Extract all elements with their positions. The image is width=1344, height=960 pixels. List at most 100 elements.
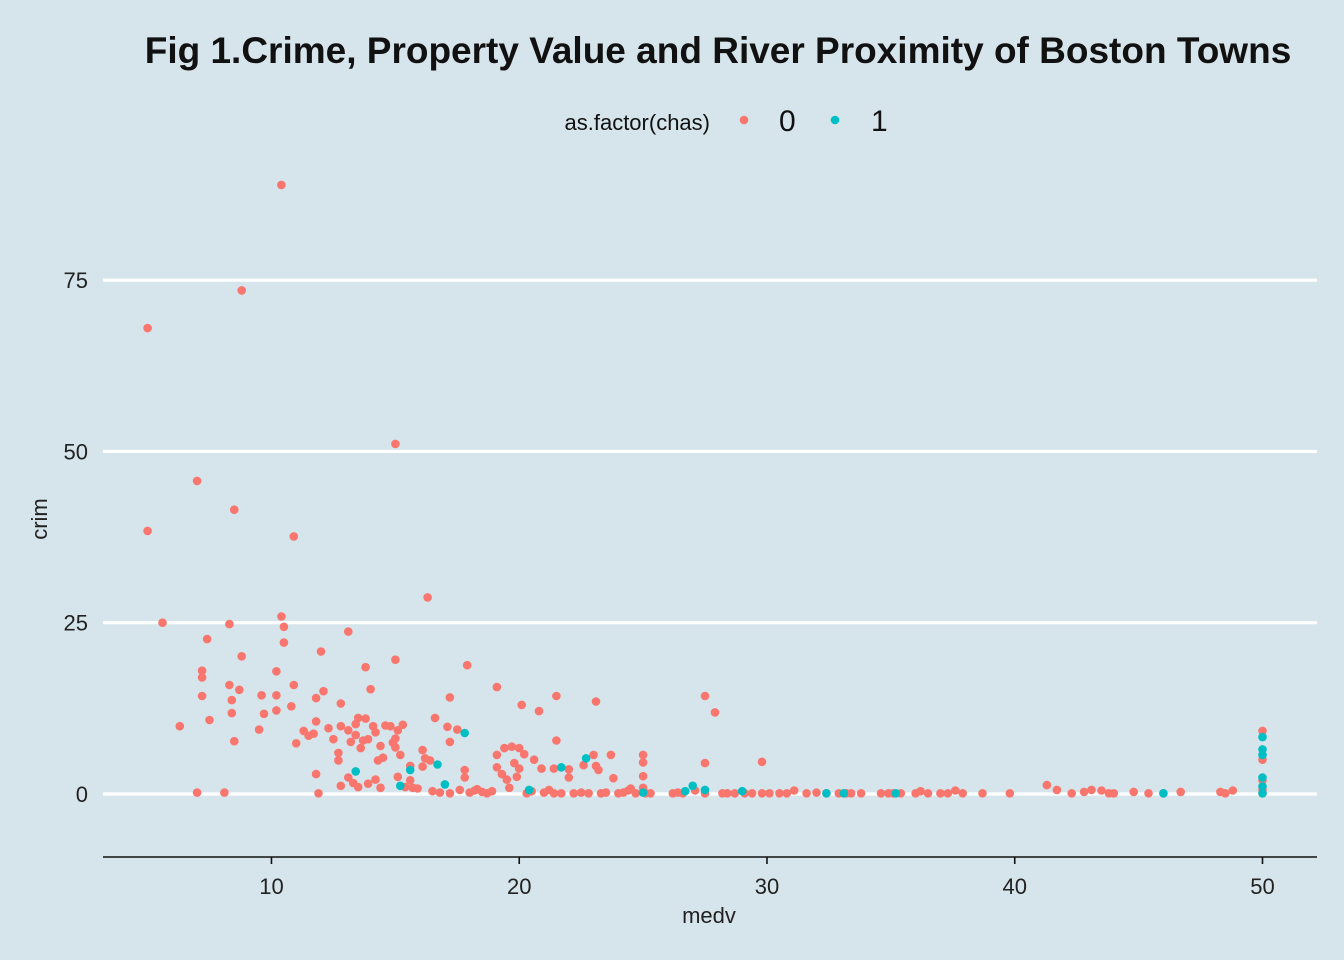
data-point-chas-0 — [336, 781, 346, 791]
data-point-chas-0 — [405, 776, 415, 785]
data-point-chas-0 — [747, 789, 757, 798]
data-point-chas-1 — [1258, 782, 1267, 791]
data-point-chas-0 — [537, 764, 546, 773]
data-point-chas-0 — [344, 726, 353, 735]
data-point-chas-0 — [143, 323, 152, 333]
data-point-chas-0 — [319, 686, 328, 696]
data-point-chas-0 — [646, 789, 655, 798]
data-point-chas-0 — [507, 742, 517, 751]
x-axis-label: medv — [682, 903, 736, 928]
data-point-chas-0 — [951, 786, 960, 795]
data-point-chas-0 — [413, 784, 422, 793]
data-point-chas-0 — [363, 779, 373, 788]
data-point-chas-0 — [197, 666, 207, 675]
data-point-chas-0 — [497, 769, 507, 779]
data-point-chas-0 — [505, 783, 514, 793]
x-tick-label: 10 — [259, 874, 283, 899]
data-point-chas-0 — [353, 782, 363, 792]
data-point-chas-0 — [329, 734, 338, 744]
data-point-chas-0 — [802, 789, 811, 798]
data-point-chas-0 — [376, 741, 385, 751]
data-point-chas-1 — [737, 786, 747, 796]
data-point-chas-0 — [723, 789, 732, 798]
data-point-chas-0 — [876, 789, 886, 798]
data-point-chas-0 — [584, 789, 593, 798]
data-point-chas-0 — [502, 775, 512, 784]
data-point-chas-0 — [775, 789, 784, 798]
data-point-chas-0 — [386, 721, 395, 731]
data-point-chas-0 — [594, 765, 603, 775]
data-point-chas-0 — [514, 743, 524, 753]
data-point-chas-0 — [272, 691, 281, 700]
data-point-chas-0 — [344, 627, 353, 636]
data-point-chas-0 — [1087, 785, 1096, 795]
data-point-chas-0 — [391, 439, 400, 449]
data-point-chas-0 — [460, 773, 470, 782]
data-point-chas-0 — [291, 739, 301, 748]
data-point-chas-0 — [361, 714, 370, 723]
data-point-chas-0 — [487, 786, 497, 796]
data-point-chas-0 — [220, 788, 229, 797]
data-point-chas-0 — [197, 691, 207, 701]
data-point-chas-1 — [524, 785, 534, 795]
y-tick-label: 0 — [76, 782, 88, 807]
data-point-chas-0 — [549, 789, 559, 798]
data-point-chas-0 — [492, 750, 502, 760]
data-point-chas-1 — [405, 765, 415, 775]
data-point-chas-0 — [334, 756, 343, 765]
data-point-chas-0 — [519, 749, 529, 759]
data-point-chas-0 — [428, 786, 437, 796]
data-point-chas-0 — [512, 772, 522, 782]
data-point-chas-0 — [289, 532, 299, 541]
data-point-chas-0 — [936, 789, 945, 798]
data-point-chas-0 — [1067, 789, 1076, 798]
data-point-chas-0 — [227, 708, 237, 718]
data-point-chas-0 — [576, 788, 586, 797]
data-point-chas-0 — [197, 673, 207, 682]
data-point-chas-0 — [316, 647, 326, 656]
data-point-chas-0 — [1221, 789, 1230, 798]
legend-key-1 — [830, 115, 840, 125]
data-point-chas-1 — [396, 781, 405, 791]
x-tick-label: 50 — [1250, 874, 1274, 899]
data-point-chas-0 — [700, 758, 710, 768]
data-point-chas-0 — [1129, 787, 1138, 797]
data-point-chas-0 — [534, 706, 544, 716]
data-point-chas-0 — [978, 789, 987, 798]
data-point-chas-0 — [230, 505, 239, 514]
data-point-chas-0 — [445, 693, 455, 702]
y-tick-label: 25 — [64, 611, 88, 636]
data-point-chas-0 — [425, 756, 435, 765]
data-point-chas-0 — [445, 789, 455, 798]
data-point-chas-1 — [460, 728, 470, 738]
data-point-chas-0 — [430, 713, 440, 723]
x-tick-label: 30 — [755, 874, 779, 899]
data-point-chas-0 — [500, 743, 509, 753]
data-point-chas-0 — [202, 634, 212, 644]
data-point-chas-0 — [492, 763, 502, 772]
data-point-chas-0 — [549, 764, 559, 773]
data-point-chas-0 — [334, 748, 343, 758]
data-point-chas-0 — [757, 789, 767, 798]
data-point-chas-1 — [839, 789, 849, 798]
data-point-chas-0 — [846, 789, 856, 798]
data-point-chas-0 — [943, 789, 953, 798]
y-tick-label: 50 — [64, 439, 88, 464]
data-point-chas-0 — [336, 699, 346, 708]
data-point-chas-0 — [376, 783, 385, 793]
x-tick-label: 40 — [1002, 874, 1026, 899]
data-point-chas-0 — [272, 667, 281, 676]
y-tick-label: 75 — [64, 268, 88, 293]
data-point-chas-0 — [700, 691, 710, 701]
data-point-chas-0 — [569, 789, 578, 798]
legend-label-1: 1 — [871, 105, 888, 138]
data-point-chas-0 — [517, 700, 526, 710]
data-point-chas-0 — [631, 789, 640, 798]
data-point-chas-0 — [589, 750, 598, 760]
data-point-chas-0 — [336, 721, 346, 731]
legend-key-0 — [739, 115, 749, 125]
data-point-chas-0 — [782, 789, 792, 798]
data-point-chas-0 — [435, 788, 445, 797]
